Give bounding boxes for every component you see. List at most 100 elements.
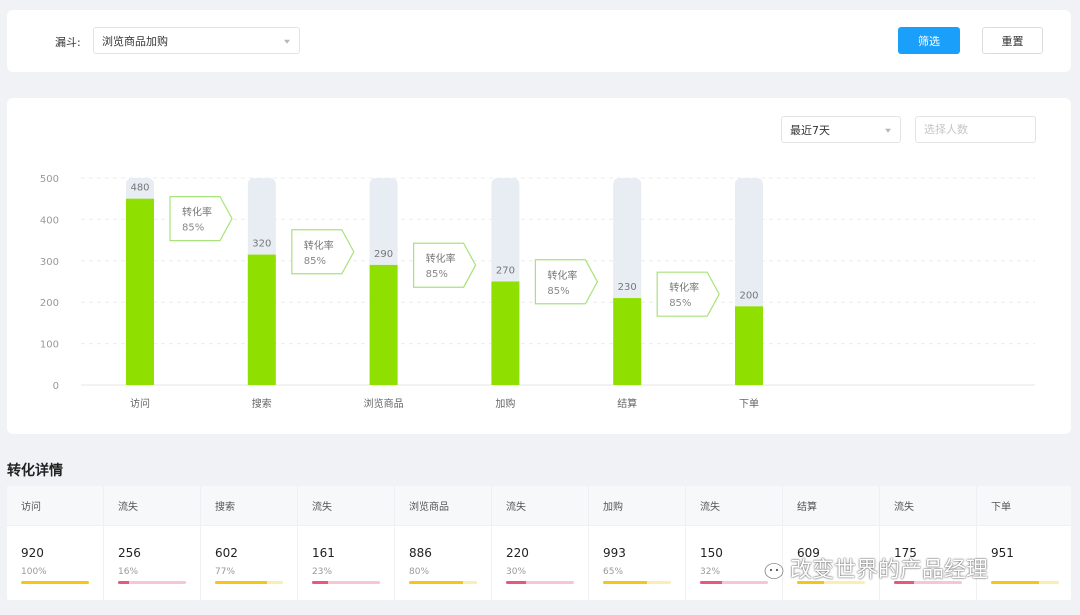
bar (491, 281, 520, 385)
conversion-arrow (291, 229, 355, 275)
column-header: 搜索 (201, 486, 297, 526)
progress-bar (894, 581, 962, 584)
y-tick-label: 100 (40, 340, 59, 351)
bar-value-label: 270 (496, 266, 515, 277)
column-value: 256 (118, 546, 141, 560)
column-value: 951 (991, 546, 1014, 560)
date-range-select[interactable]: 最近7天 (781, 116, 901, 143)
date-range-value: 最近7天 (790, 123, 830, 137)
column-header: 流失 (104, 486, 200, 526)
detail-column: 下单 951 (977, 486, 1071, 600)
conversion-rate: 85% (304, 256, 326, 267)
progress-fill (21, 581, 89, 584)
detail-column: 加购 993 65% (589, 486, 686, 600)
column-value: 220 (506, 546, 529, 560)
progress-bar (409, 581, 477, 584)
column-value: 609 (797, 546, 820, 560)
funnel-select-value: 浏览商品加购 (102, 34, 168, 48)
progress-bar (797, 581, 865, 584)
bar-value-label: 230 (618, 282, 637, 293)
y-tick-label: 300 (40, 257, 59, 268)
detail-column: 访问 920 100% (7, 486, 104, 600)
bar-value-label: 480 (130, 183, 149, 194)
reset-button[interactable]: 重置 (982, 27, 1043, 54)
progress-fill (991, 581, 1039, 584)
column-header: 流失 (492, 486, 588, 526)
bar (369, 264, 398, 385)
progress-fill (797, 581, 825, 584)
filter-button[interactable]: 筛选 (898, 27, 960, 54)
column-value: 920 (21, 546, 44, 560)
filter-panel: 漏斗: 浏览商品加购 筛选 重置 (7, 10, 1071, 72)
conversion-label: 转化率 (182, 206, 212, 219)
bar-value-label: 290 (374, 249, 393, 260)
column-value: 161 (312, 546, 335, 560)
conversion-arrow (169, 196, 233, 242)
detail-column: 流失 161 23% (298, 486, 395, 600)
x-tick-label: 访问 (130, 397, 150, 410)
detail-column: 流失 175 (880, 486, 977, 600)
x-tick-label: 搜索 (252, 397, 272, 410)
conversion-arrow (656, 271, 720, 317)
chevron-down-icon (885, 128, 891, 133)
funnel-chart-panel: 最近7天 0 100 200 300 400 500 480 访问 320 搜索 290 浏览商品 27… (7, 98, 1071, 434)
column-value: 993 (603, 546, 626, 560)
bar (126, 198, 154, 385)
progress-fill (700, 581, 722, 584)
x-tick-label: 浏览商品 (364, 397, 404, 410)
column-percent: 32% (700, 567, 721, 577)
column-percent: 100% (21, 567, 47, 577)
progress-fill (118, 581, 129, 584)
column-header: 下单 (977, 486, 1071, 526)
y-tick-label: 400 (40, 215, 59, 226)
chevron-down-icon (284, 39, 290, 44)
column-percent: 65% (603, 567, 624, 577)
progress-fill (312, 581, 328, 584)
progress-fill (409, 581, 464, 584)
detail-column: 搜索 602 77% (201, 486, 298, 600)
progress-fill (215, 581, 268, 584)
detail-column: 流失 256 16% (104, 486, 201, 600)
column-percent: 16% (118, 567, 139, 577)
column-value: 175 (894, 546, 917, 560)
progress-fill (894, 581, 915, 584)
progress-fill (506, 581, 527, 584)
column-header: 结算 (783, 486, 879, 526)
progress-bar (312, 581, 380, 584)
watermark: 改变世界的产品经理 (752, 552, 988, 584)
detail-column: 浏览商品 886 80% (395, 486, 492, 600)
progress-bar (506, 581, 574, 584)
detail-column: 流失 220 30% (492, 486, 589, 600)
bar-value-label: 200 (739, 290, 758, 301)
y-tick-label: 0 (53, 381, 59, 392)
column-header: 流失 (686, 486, 782, 526)
detail-column: 流失 150 32% (686, 486, 783, 600)
progress-bar (991, 581, 1059, 584)
conversion-label: 转化率 (426, 252, 456, 265)
y-tick-label: 500 (40, 174, 59, 185)
column-header: 流失 (298, 486, 394, 526)
conversion-detail-table: 访问 920 100% 流失 256 16% 搜索 602 77% 流失 161 23% 浏览商品 886… (7, 486, 1071, 600)
conversion-rate: 85% (547, 286, 569, 297)
conversion-label: 转化率 (547, 269, 577, 282)
funnel-select[interactable]: 浏览商品加购 (93, 27, 300, 54)
section-title: 转化详情 (7, 463, 63, 479)
conversion-arrow (534, 259, 599, 305)
conversion-rate: 85% (669, 298, 691, 309)
conversion-arrow (413, 242, 477, 288)
funnel-chart: 0 100 200 300 400 500 480 访问 320 搜索 290 浏览商品 270 加购 23… (40, 174, 1035, 410)
column-value: 602 (215, 546, 238, 560)
column-header: 浏览商品 (395, 486, 491, 526)
progress-bar (215, 581, 283, 584)
column-percent: 80% (409, 567, 430, 577)
detail-column: 结算 609 (783, 486, 880, 600)
watermark-text: 改变世界的产品经理 (790, 558, 989, 583)
bar (613, 298, 642, 385)
people-count-input[interactable] (915, 116, 1036, 143)
wechat-icon (753, 555, 784, 579)
column-header: 访问 (7, 486, 103, 526)
column-header: 流失 (880, 486, 976, 526)
column-value: 886 (409, 546, 432, 560)
column-percent: 77% (215, 567, 236, 577)
bar (735, 306, 763, 385)
